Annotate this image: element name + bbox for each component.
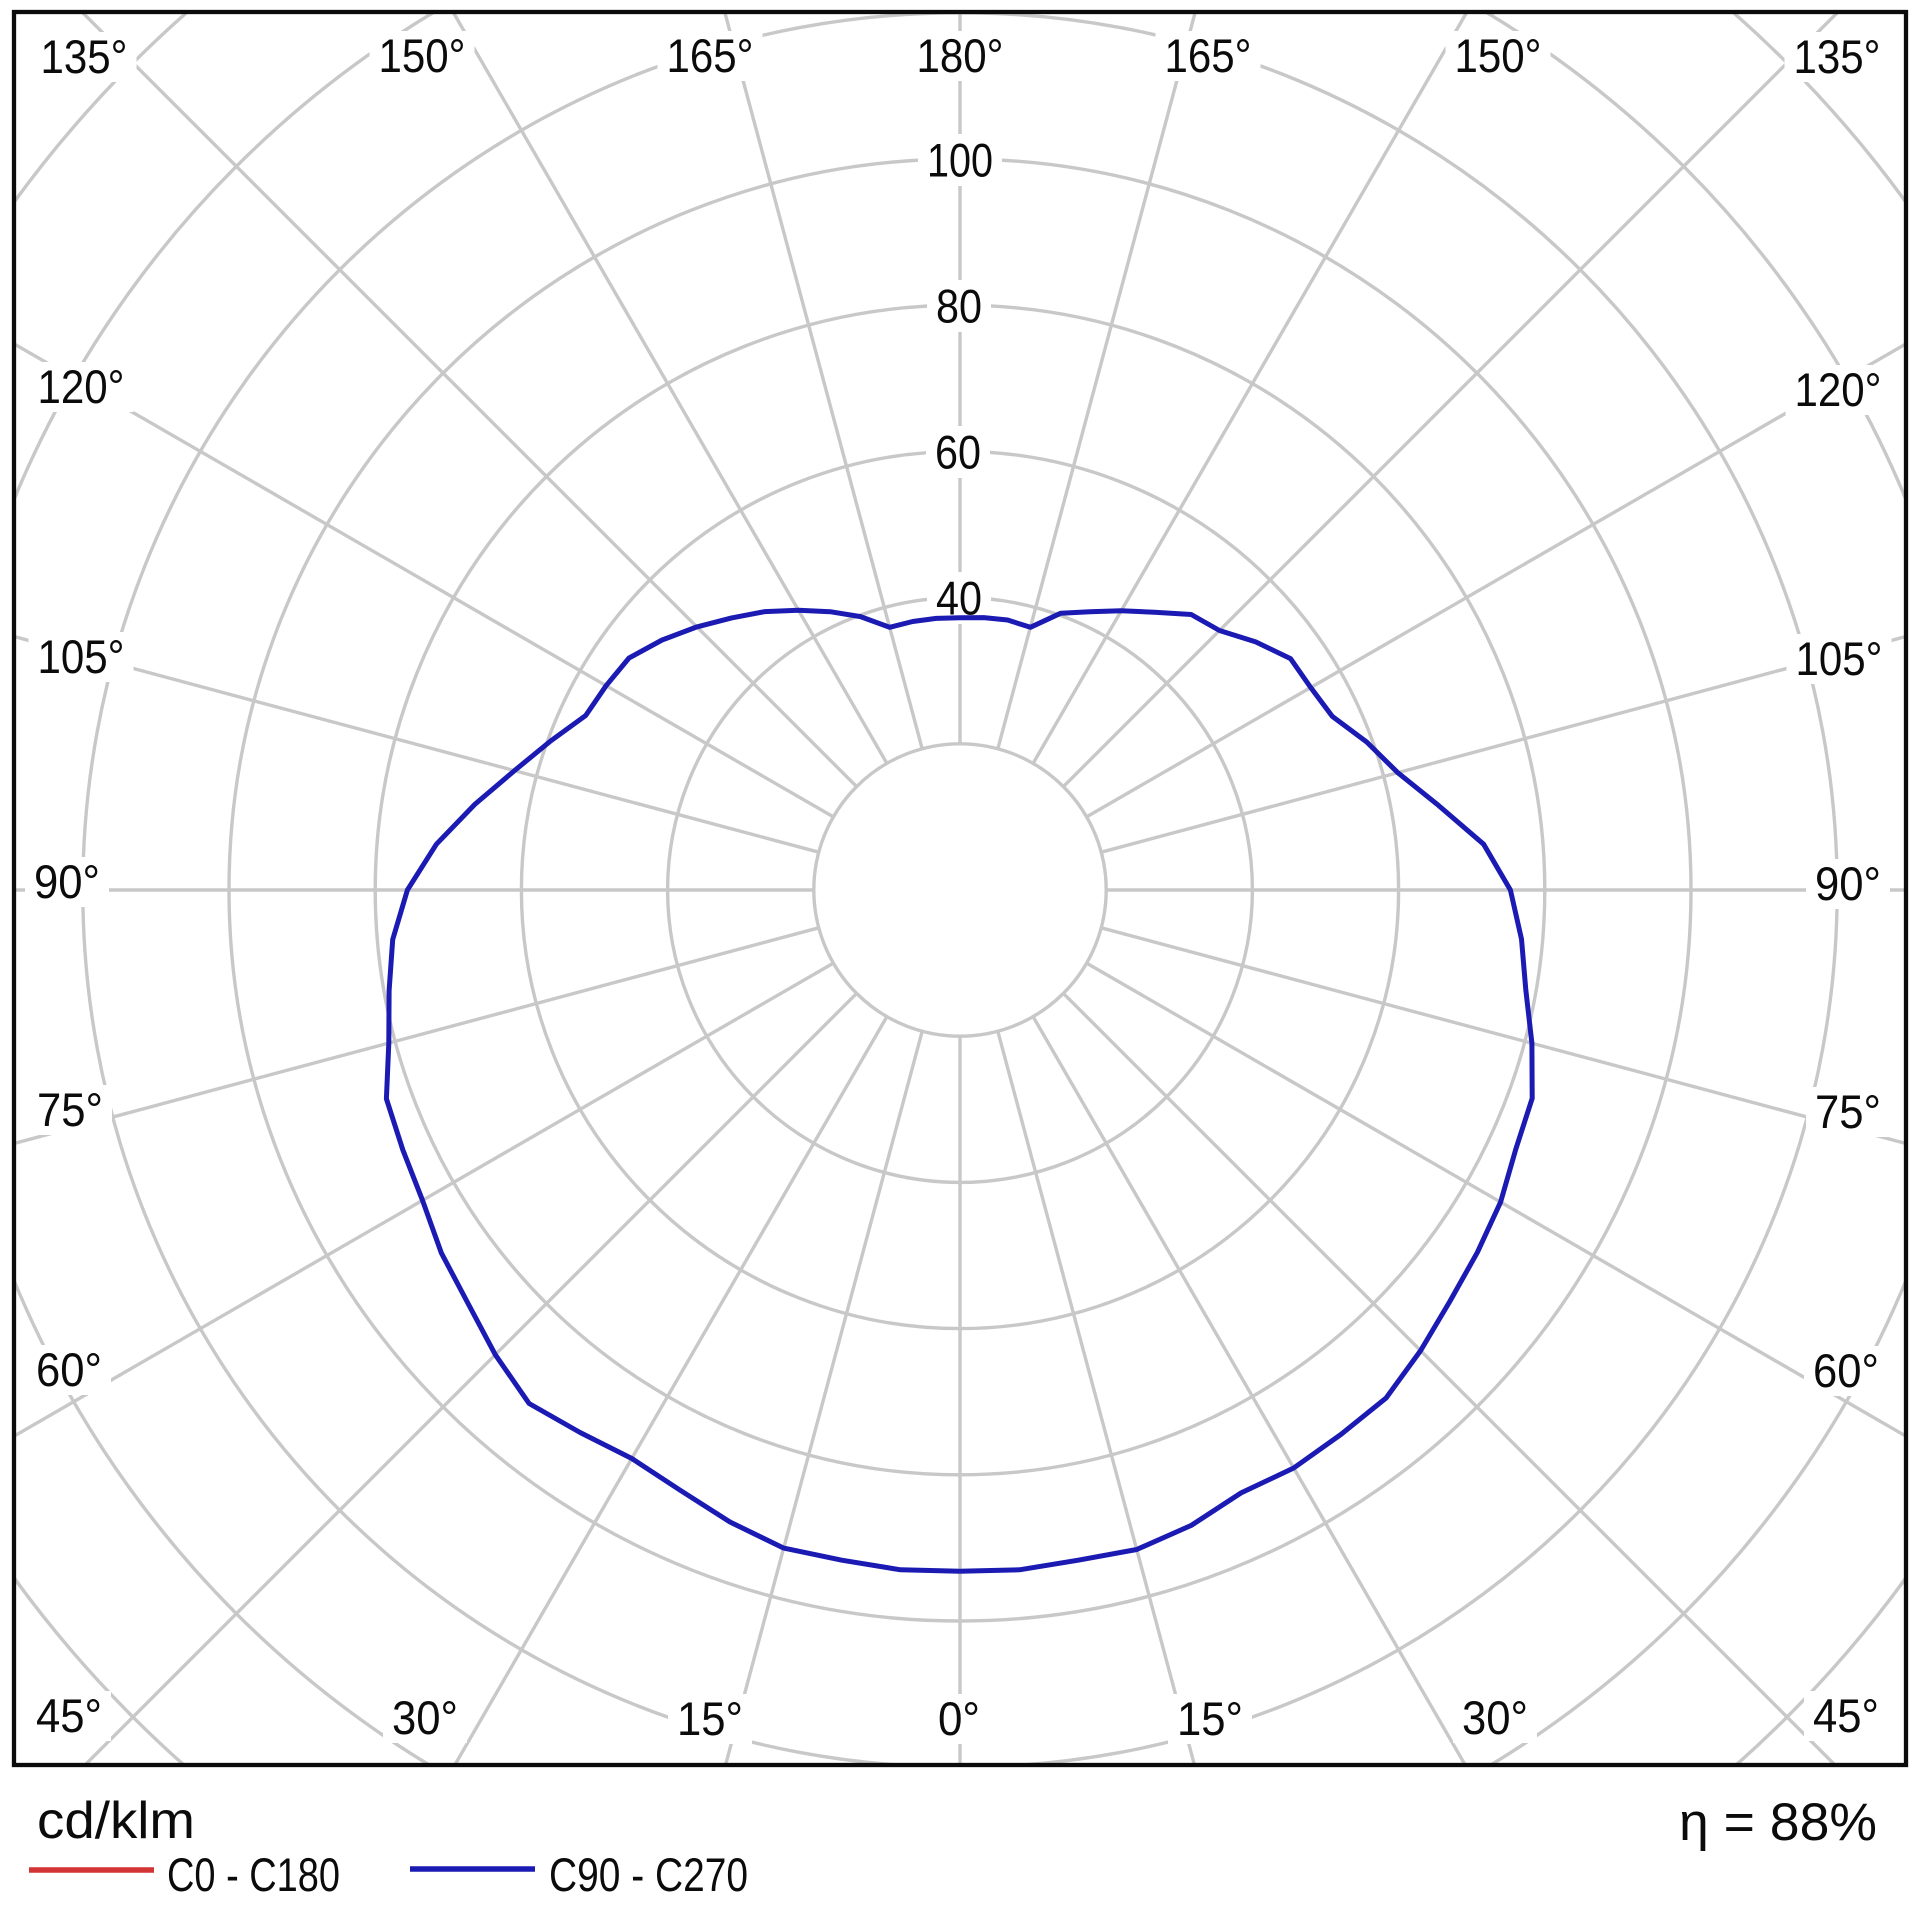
svg-text:165°: 165° [667,29,754,82]
svg-text:105°: 105° [38,630,125,683]
svg-text:135°: 135° [1794,30,1881,83]
svg-text:60: 60 [935,426,981,479]
svg-text:100: 100 [927,134,993,187]
svg-text:30°: 30° [1462,1691,1528,1744]
svg-text:80: 80 [936,280,982,333]
svg-text:75°: 75° [1815,1085,1881,1138]
svg-text:60°: 60° [36,1343,102,1396]
svg-text:165°: 165° [1165,29,1252,82]
svg-text:45°: 45° [1813,1689,1879,1742]
svg-text:0°: 0° [938,1692,980,1745]
svg-text:15°: 15° [677,1692,743,1745]
svg-text:150°: 150° [1455,29,1542,82]
svg-text:150°: 150° [379,29,466,82]
svg-text:C90 - C270: C90 - C270 [549,1848,748,1901]
svg-text:120°: 120° [1795,363,1882,416]
svg-text:cd/klm: cd/klm [37,1792,195,1850]
svg-text:90°: 90° [1815,857,1881,910]
svg-text:η = 88%: η = 88% [1679,1793,1877,1852]
svg-text:45°: 45° [36,1689,102,1742]
svg-text:60°: 60° [1813,1344,1879,1397]
svg-text:15°: 15° [1177,1692,1243,1745]
svg-text:30°: 30° [392,1691,458,1744]
svg-text:90°: 90° [34,855,100,908]
svg-text:180°: 180° [917,29,1004,82]
svg-text:135°: 135° [41,30,128,83]
svg-text:105°: 105° [1796,632,1883,685]
svg-text:C0 - C180: C0 - C180 [167,1848,340,1901]
svg-text:120°: 120° [38,360,125,413]
svg-text:75°: 75° [37,1083,103,1136]
